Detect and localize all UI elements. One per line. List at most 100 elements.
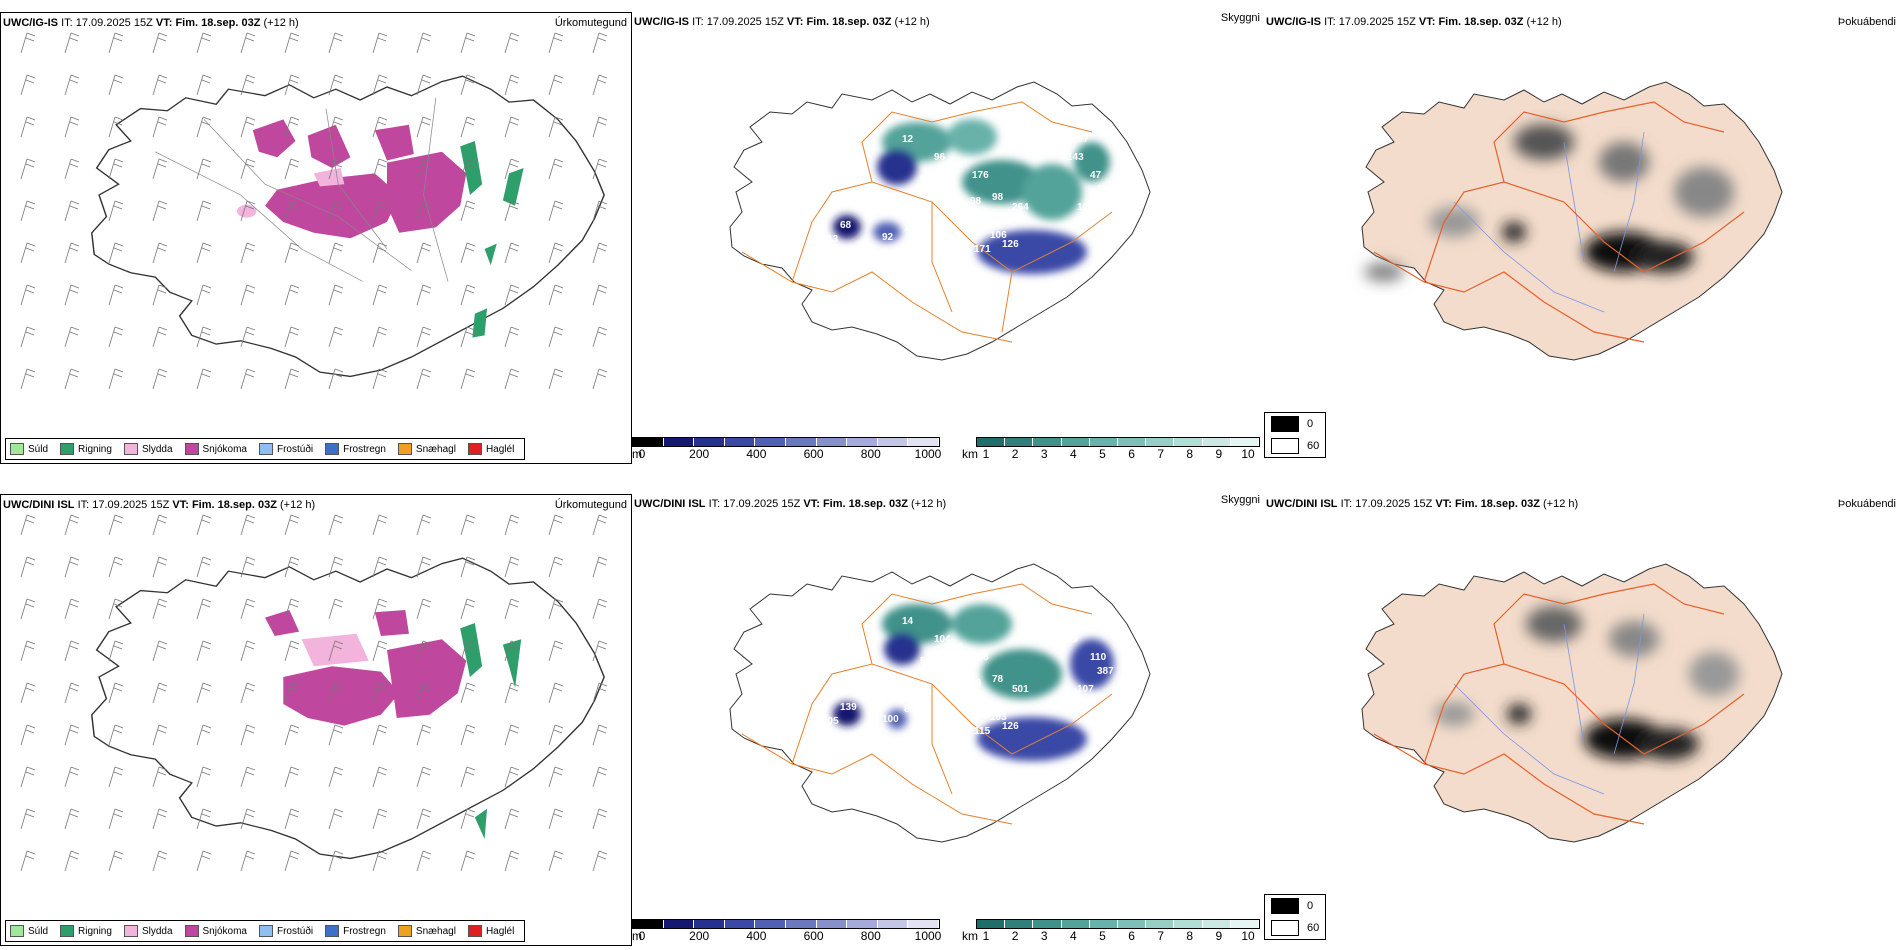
colorbar-segment (1146, 920, 1175, 928)
wind-barb (372, 200, 388, 222)
colorbar-segment (633, 920, 664, 928)
wind-barb (152, 850, 168, 872)
colorbar-segment (1089, 438, 1119, 446)
fog-map (1361, 563, 1783, 843)
legend-label: Snjókoma (202, 925, 247, 937)
wind-barb (372, 326, 388, 348)
legend-swatch (397, 443, 412, 455)
fog-shading (1364, 124, 1734, 282)
wind-barb (372, 158, 388, 180)
rivers (1453, 613, 1645, 795)
wind-barb (548, 514, 564, 536)
wind-barb (64, 514, 80, 536)
vt-value: Fim. 18.sep. 03Z (175, 17, 261, 29)
wind-barb (64, 808, 80, 830)
vt-label: VT: (786, 16, 804, 28)
wind-barb (152, 808, 168, 830)
colorbar-segment (663, 920, 695, 928)
fog-legend-label: 0 (1307, 900, 1314, 912)
wind-barb (328, 158, 344, 180)
wind-barb (592, 766, 608, 788)
wind-barb (20, 640, 36, 662)
wind-barb (416, 682, 432, 704)
wind-barb (64, 32, 80, 54)
visibility-value-label: 92 (882, 232, 894, 243)
lead-time: (+12 h) (280, 499, 316, 511)
wind-barb (240, 74, 256, 96)
wind-barb (504, 766, 520, 788)
wind-barb (372, 116, 388, 138)
legend-swatch (258, 925, 273, 937)
legend-item: Súld (10, 925, 48, 937)
wind-barb (240, 32, 256, 54)
wind-barb (548, 724, 564, 746)
legend-item: Slydda (123, 925, 173, 937)
wind-barb (196, 556, 212, 578)
colorbar-segment (847, 920, 878, 928)
wind-barb (416, 640, 432, 662)
wind-barbs (20, 514, 608, 872)
visibility-value-label: 312 (947, 160, 964, 171)
wind-barb (416, 242, 432, 264)
wind-barb (548, 242, 564, 264)
panel-title-visibility: Skyggni (1220, 494, 1260, 506)
wind-barb (64, 598, 80, 620)
visibility-value-label: 88 (904, 704, 916, 715)
colorbar-bar (976, 919, 1260, 929)
wind-barb (152, 116, 168, 138)
colorbar-unit: m (632, 447, 642, 461)
wind-barb (20, 682, 36, 704)
precip-type-map (20, 32, 608, 390)
colorbar-tick: 1000 (914, 929, 942, 943)
wind-barb (328, 808, 344, 830)
fog-map (1361, 81, 1783, 361)
legend-swatch (467, 443, 482, 455)
wind-barb (196, 158, 212, 180)
lead-time: (+12 h) (1526, 16, 1562, 28)
wind-barb (460, 766, 476, 788)
colorbar-segment (908, 438, 939, 446)
panel-header: UWC/IG-IS IT: 17.09.2025 15Z VT: Fim. 18… (1266, 16, 1562, 28)
snowfall-area (265, 610, 467, 726)
wind-barb (592, 116, 608, 138)
wind-barb (328, 682, 344, 704)
wind-barb (64, 766, 80, 788)
visibility-colorbar: km 1 2 3 4 5 6 7 8 9 10 (962, 437, 1262, 464)
colorbar-segment (1174, 438, 1203, 446)
wind-barb (548, 766, 564, 788)
colorbar-tick: 4 (1069, 929, 1077, 943)
wind-barb (152, 556, 168, 578)
wind-barb (592, 242, 608, 264)
colorbar-segment (663, 438, 695, 446)
wind-barb (284, 200, 300, 222)
wind-barb (20, 766, 36, 788)
fog-legend-item: 60 (1265, 917, 1325, 939)
wind-barb (592, 158, 608, 180)
wind-barb (240, 808, 256, 830)
wind-barb (372, 598, 388, 620)
wind-barb (328, 74, 344, 96)
wind-barb (460, 682, 476, 704)
wind-barb (284, 284, 300, 306)
colorbar-segment (877, 438, 909, 446)
wind-barb (416, 200, 432, 222)
fog-panel-row2: UWC/DINI ISL IT: 17.09.2025 15Z VT: Fim.… (1264, 494, 1900, 946)
colorbar-tick: 0 (638, 929, 646, 943)
wind-barb (328, 326, 344, 348)
wind-barb (196, 598, 212, 620)
wind-barb (108, 640, 124, 662)
wind-barb (460, 598, 476, 620)
wind-barb (504, 326, 520, 348)
it-value: 17.09.2025 15Z (1338, 16, 1416, 28)
wind-barb (328, 640, 344, 662)
vt-value: Fim. 18.sep. 03Z (806, 16, 892, 28)
wind-barb (592, 326, 608, 348)
wind-barb (592, 598, 608, 620)
wind-barb (152, 326, 168, 348)
wind-barb (108, 556, 124, 578)
legend-item: Frostregn (325, 925, 386, 937)
wind-barb (152, 200, 168, 222)
vt-value: Fim. 18.sep. 03Z (822, 498, 908, 510)
precip-type-panel-row1: UWC/IG-IS IT: 17.09.2025 15Z VT: Fim. 18… (0, 12, 632, 464)
